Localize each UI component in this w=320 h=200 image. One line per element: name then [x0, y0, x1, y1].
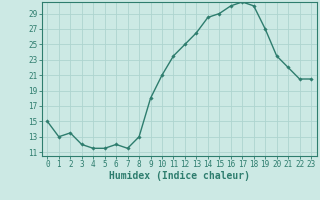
X-axis label: Humidex (Indice chaleur): Humidex (Indice chaleur)	[109, 171, 250, 181]
